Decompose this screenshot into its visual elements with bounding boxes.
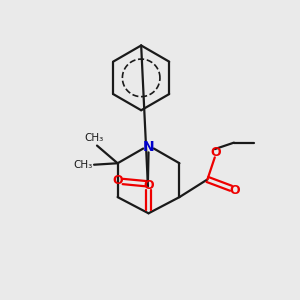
- Text: CH₃: CH₃: [73, 160, 92, 170]
- Text: CH₃: CH₃: [84, 133, 104, 143]
- Text: N: N: [143, 140, 154, 154]
- Text: O: O: [210, 146, 221, 159]
- Text: O: O: [229, 184, 240, 197]
- Text: O: O: [143, 179, 154, 192]
- Text: O: O: [112, 173, 123, 187]
